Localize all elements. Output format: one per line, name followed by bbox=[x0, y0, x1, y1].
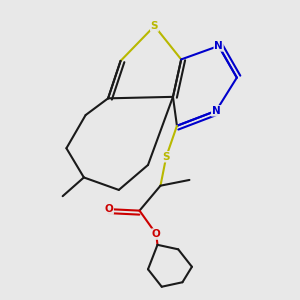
Text: S: S bbox=[163, 152, 170, 162]
Text: N: N bbox=[214, 41, 223, 51]
Text: O: O bbox=[152, 229, 161, 239]
Text: O: O bbox=[104, 204, 113, 214]
Text: S: S bbox=[151, 21, 158, 31]
Text: N: N bbox=[212, 106, 220, 116]
